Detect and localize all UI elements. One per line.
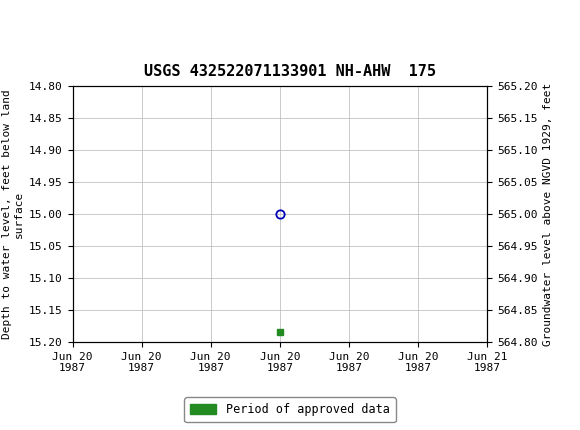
Y-axis label: Depth to water level, feet below land
surface: Depth to water level, feet below land su… xyxy=(2,89,23,339)
Y-axis label: Groundwater level above NGVD 1929, feet: Groundwater level above NGVD 1929, feet xyxy=(543,82,553,346)
Text: USGS 432522071133901 NH-AHW  175: USGS 432522071133901 NH-AHW 175 xyxy=(144,64,436,79)
Text: USGS: USGS xyxy=(32,10,92,30)
Text: ≡: ≡ xyxy=(7,8,28,32)
Legend: Period of approved data: Period of approved data xyxy=(184,397,396,422)
